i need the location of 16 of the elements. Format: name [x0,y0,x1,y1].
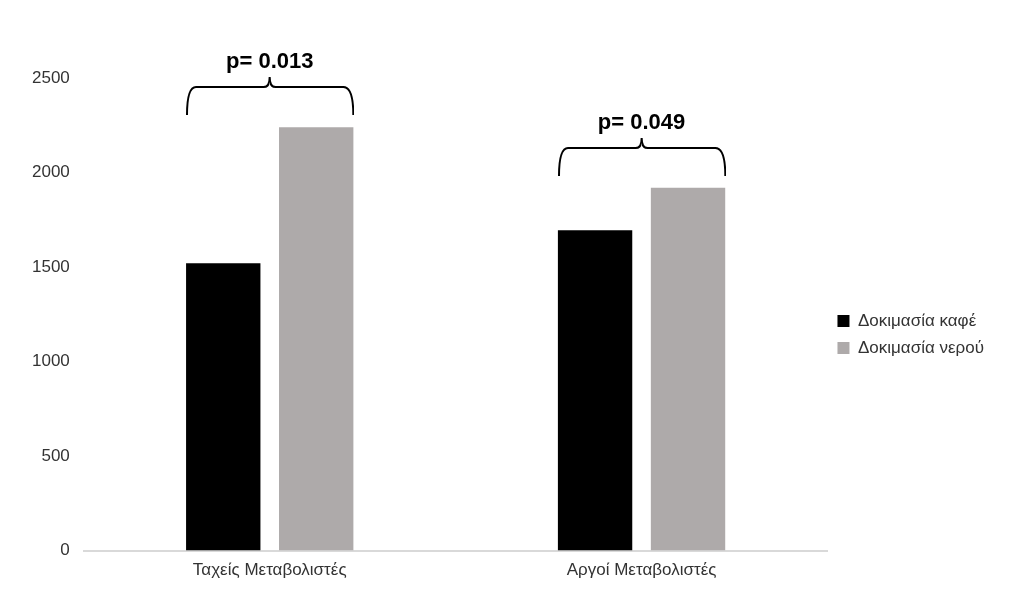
x-tick-label: Αργοί Μεταβολιστές [566,560,717,580]
y-tick-label: 500 [41,445,70,465]
y-tick-label: 1000 [31,351,70,371]
y-tick-label: 0 [60,540,70,560]
bar [186,263,261,551]
legend-label: Δοκιμασία καφέ [857,310,977,330]
text: p= 0.013 [226,48,314,74]
y-tick-label: 2000 [31,162,70,182]
y-tick-label: 2500 [31,67,70,87]
bar [557,230,633,551]
annotation: p= 0.049 [597,108,686,134]
bar [650,187,726,551]
y-tick-label: 1500 [31,256,70,276]
legend-label: Δοκιμασία νερού [857,337,984,357]
bar [279,127,354,551]
x-tick-label: Ταχείς Μεταβολιστές [192,560,347,580]
